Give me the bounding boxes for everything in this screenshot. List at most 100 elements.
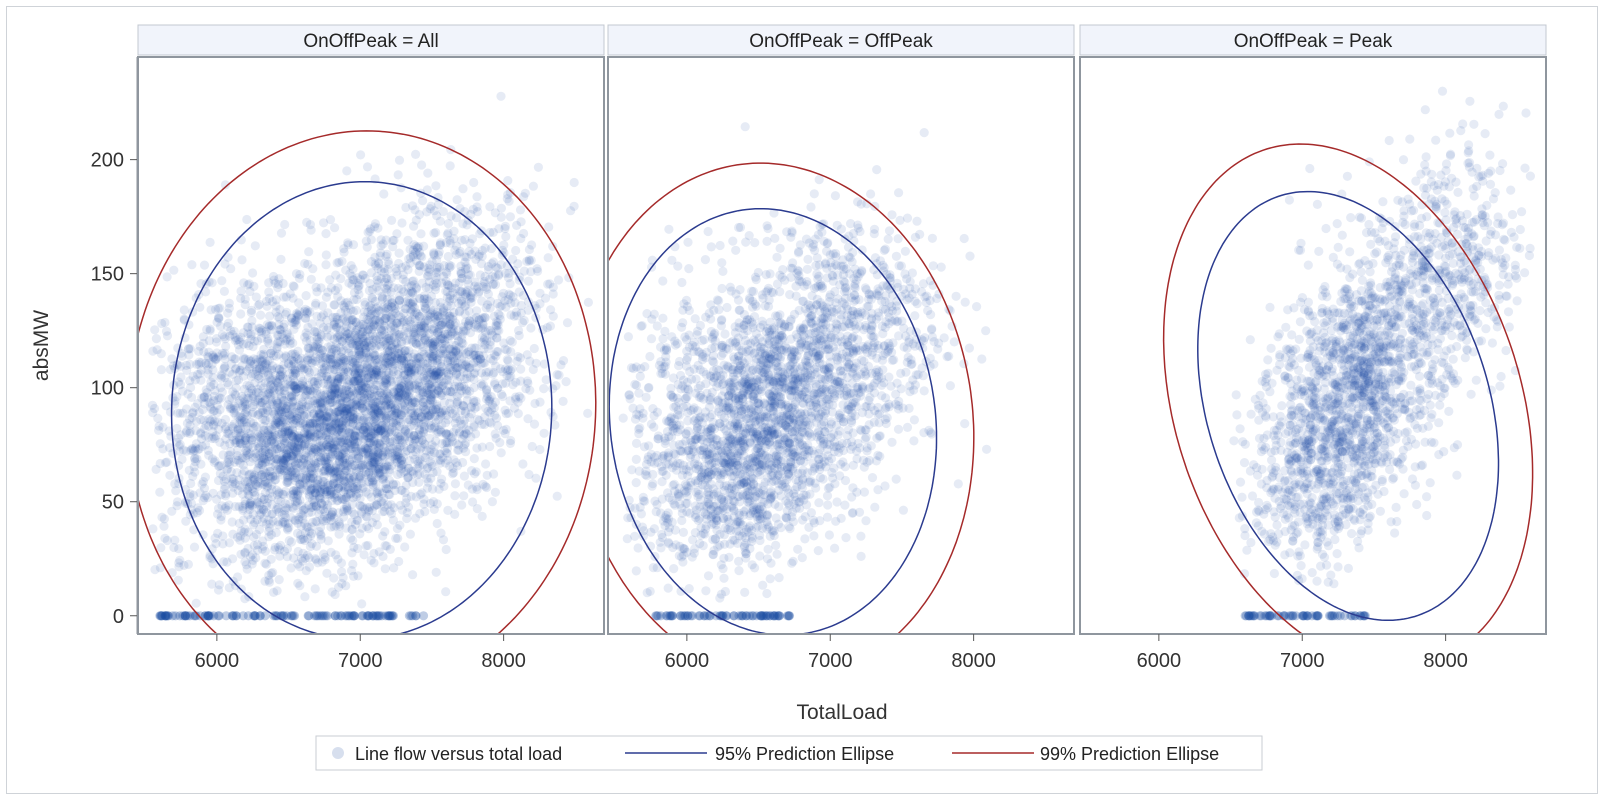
data-point bbox=[346, 533, 356, 543]
data-point bbox=[514, 330, 524, 341]
data-point bbox=[187, 412, 197, 423]
data-point bbox=[209, 421, 219, 431]
data-point bbox=[262, 363, 272, 373]
data-point bbox=[231, 429, 241, 439]
data-point bbox=[340, 494, 350, 505]
data-point bbox=[181, 428, 191, 438]
data-point bbox=[246, 383, 256, 394]
data-point bbox=[184, 465, 194, 475]
data-point bbox=[219, 364, 229, 374]
data-point bbox=[273, 399, 283, 409]
data-point bbox=[285, 332, 295, 342]
data-point bbox=[285, 391, 295, 402]
data-point bbox=[266, 348, 276, 358]
data-point bbox=[222, 458, 232, 468]
data-point bbox=[320, 392, 330, 402]
data-point bbox=[323, 500, 333, 510]
data-point bbox=[227, 352, 237, 362]
data-point bbox=[305, 458, 316, 468]
data-point bbox=[171, 486, 181, 496]
data-point bbox=[241, 424, 251, 434]
data-point bbox=[371, 335, 382, 345]
data-point bbox=[243, 280, 253, 290]
data-point bbox=[288, 411, 298, 421]
data-point bbox=[162, 535, 172, 546]
data-point bbox=[417, 160, 427, 170]
data-point bbox=[240, 354, 250, 364]
data-point bbox=[356, 150, 366, 160]
data-point bbox=[377, 489, 387, 499]
data-point bbox=[285, 410, 295, 420]
data-point bbox=[400, 488, 410, 498]
data-point bbox=[349, 392, 359, 402]
data-point bbox=[481, 459, 491, 469]
data-point bbox=[716, 316, 727, 326]
data-point bbox=[307, 319, 317, 329]
data-point bbox=[187, 260, 197, 270]
data-point bbox=[254, 498, 264, 508]
data-point bbox=[312, 287, 322, 297]
data-point bbox=[566, 206, 576, 216]
data-point bbox=[338, 438, 348, 448]
data-point bbox=[357, 333, 367, 343]
data-point bbox=[490, 487, 500, 497]
data-point bbox=[472, 485, 482, 495]
data-point bbox=[358, 460, 368, 470]
data-point bbox=[387, 215, 397, 225]
data-point bbox=[353, 278, 363, 288]
data-point bbox=[162, 272, 172, 282]
data-point bbox=[282, 334, 292, 344]
data-point bbox=[200, 472, 210, 482]
data-point bbox=[266, 325, 276, 335]
data-point bbox=[151, 334, 161, 344]
data-point bbox=[275, 325, 285, 335]
data-point bbox=[363, 363, 373, 373]
data-point bbox=[211, 355, 221, 365]
data-point bbox=[493, 383, 503, 393]
data-point bbox=[561, 377, 571, 387]
data-point bbox=[343, 307, 353, 317]
data-point bbox=[343, 238, 353, 248]
data-point bbox=[336, 296, 346, 306]
data-point bbox=[188, 444, 198, 454]
data-point bbox=[349, 275, 359, 285]
data-point bbox=[464, 412, 474, 422]
data-point bbox=[305, 335, 315, 346]
data-point bbox=[280, 309, 290, 319]
data-point bbox=[244, 341, 254, 351]
data-point bbox=[369, 408, 379, 418]
data-point bbox=[260, 408, 270, 418]
data-point bbox=[283, 425, 293, 435]
data-point bbox=[213, 503, 224, 513]
data-point bbox=[468, 497, 478, 507]
data-point bbox=[224, 538, 234, 548]
data-point bbox=[190, 454, 200, 464]
data-point bbox=[345, 411, 355, 421]
data-point bbox=[583, 408, 593, 418]
data-point bbox=[223, 464, 233, 474]
data-point bbox=[456, 386, 466, 396]
data-point bbox=[459, 471, 469, 481]
data-point bbox=[249, 281, 259, 291]
data-point bbox=[238, 402, 248, 413]
data-point bbox=[222, 428, 232, 438]
data-point bbox=[313, 376, 323, 386]
data-point bbox=[315, 398, 325, 408]
data-point bbox=[315, 487, 325, 497]
data-point bbox=[313, 452, 323, 462]
data-point bbox=[329, 465, 339, 476]
data-point bbox=[432, 370, 442, 380]
data-point bbox=[376, 425, 386, 435]
data-point bbox=[174, 544, 184, 554]
data-point bbox=[267, 492, 277, 502]
data-point bbox=[185, 420, 195, 430]
data-point bbox=[205, 382, 216, 392]
data-point bbox=[350, 378, 360, 389]
data-point bbox=[348, 559, 358, 569]
data-point bbox=[348, 240, 359, 250]
data-point bbox=[219, 286, 229, 296]
data-point bbox=[289, 282, 299, 292]
data-point bbox=[280, 339, 290, 349]
data-point bbox=[217, 387, 227, 397]
data-point bbox=[184, 344, 194, 354]
